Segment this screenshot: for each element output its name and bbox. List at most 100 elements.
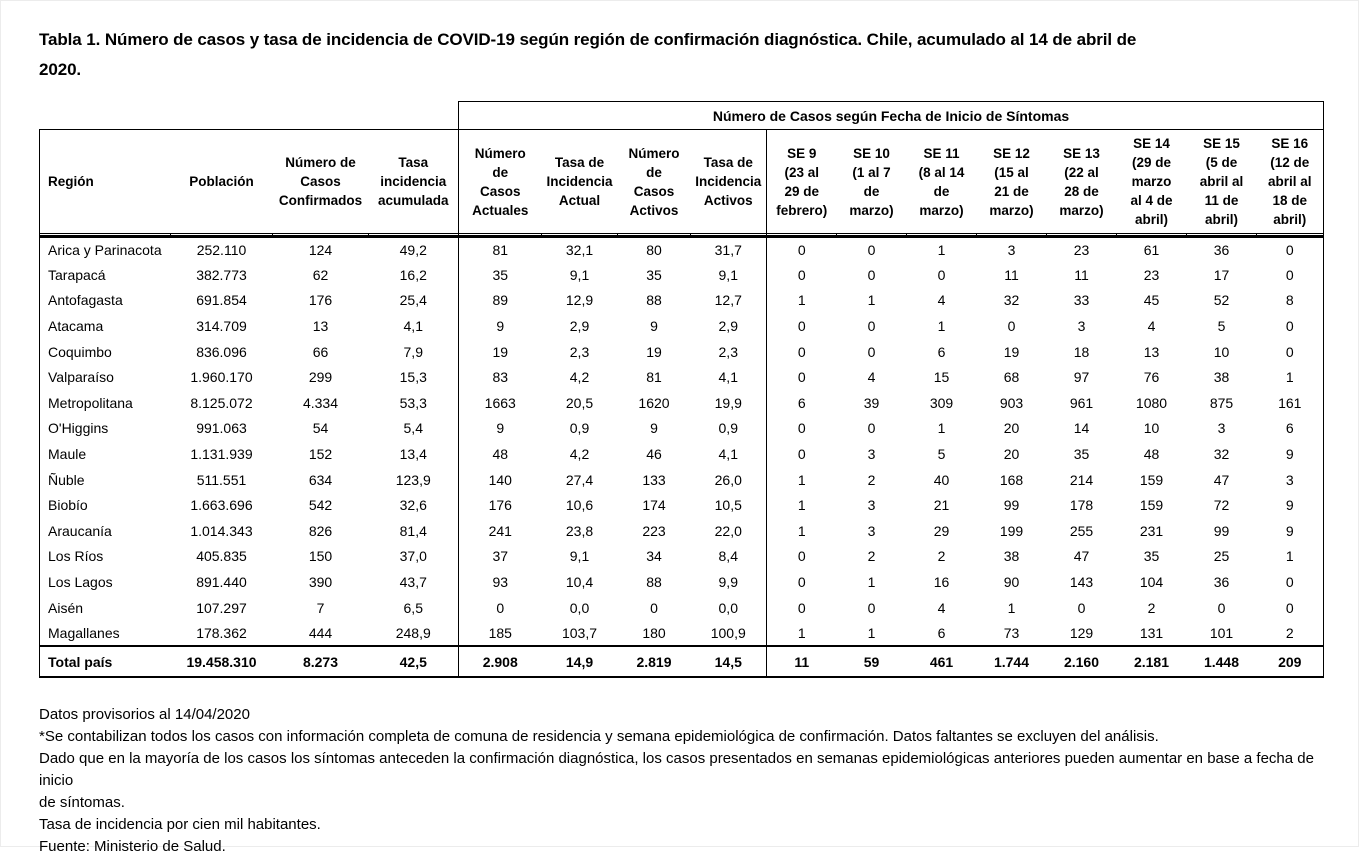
cell-tasa-incidencia-activos: 31,7 [691, 237, 767, 263]
cell-tasa-incidencia-actual: 2,9 [569, 318, 590, 335]
cell-se-16: 3 [1256, 466, 1324, 493]
table-row: Los Lagos 891.440 390 43,7 93 10,4 88 9,9 0 1 16 90… [39, 569, 1324, 595]
total-row: Total país 19.458.310 8.273 42,5 2.908 14,9 2.… [39, 645, 1324, 678]
cell-tasa-incidencia-actual: 10,4 [565, 574, 594, 591]
cell-se-10: 0 [867, 420, 876, 437]
cell-se-13: 143 [1069, 574, 1094, 591]
cell-tasa-incidencia-acumulada: 25,4 [399, 292, 427, 309]
cell-se-10: 0 [837, 237, 907, 263]
cell-tasa-incidencia-actual: 27,4 [565, 471, 594, 488]
cell-tasa-incidencia-actual: 9,1 [569, 266, 590, 283]
cell-casos-actuales: 93 [458, 569, 542, 595]
cell-se-16: 0 [1256, 236, 1324, 263]
cell-poblacion: 691.854 [196, 292, 247, 309]
cell-se-10: 3 [867, 446, 876, 463]
cell-se-16: 9 [1256, 492, 1324, 519]
cell-poblacion: 1.131.939 [190, 446, 253, 463]
cell-region: Ñuble [39, 466, 171, 493]
cell-casos-actuales: 48 [458, 441, 542, 467]
column-header-se-13: SE 13 (22 al 28 de marzo) [1046, 129, 1117, 234]
cell-se-15: 47 [1213, 471, 1230, 488]
cell-tasa-incidencia-actual: 2,3 [569, 343, 590, 360]
cell-se-14: 2 [1147, 599, 1156, 616]
cell-region: Los Lagos [39, 569, 171, 595]
cell-se-11: 4 [937, 599, 946, 616]
cell-se-16: 1 [1256, 543, 1324, 570]
group-header-row: Número de Casos según Fecha de Inicio de… [40, 101, 1324, 130]
cell-se-10: 1 [867, 292, 876, 309]
cell-se-13: 23 [1047, 237, 1117, 263]
cell-se-14: 159 [1139, 471, 1164, 488]
cell-se-12: 38 [1003, 548, 1020, 565]
cell-se-13: 14 [1073, 420, 1090, 437]
cell-se-15: 38 [1213, 369, 1230, 386]
cell-poblacion: 382.773 [196, 266, 247, 283]
cell-casos-actuales: 89 [458, 287, 542, 314]
cell-casos-confirmados: 13 [312, 318, 329, 335]
cell-region: Los Ríos [39, 543, 171, 570]
cell-se-15: 5 [1217, 318, 1226, 335]
table-row: Valparaíso 1.960.170 299 15,3 83 4,2 81 4,1 0 4 15… [39, 364, 1324, 391]
cell-se-9: 0 [766, 236, 837, 263]
cell-se-16: 0 [1256, 569, 1324, 595]
column-header-se-12: SE 12 (15 al 21 de marzo) [976, 129, 1047, 234]
cell-se-12: 99 [1003, 497, 1020, 514]
cell-tasa-incidencia-activos: 8,4 [718, 548, 738, 565]
cell-tasa-incidencia-activos: 19,9 [714, 394, 742, 411]
cell-casos-actuales: 9 [458, 415, 542, 442]
cell-tasa-incidencia-actual: 23,8 [565, 522, 594, 539]
cell-se-13: 18 [1073, 343, 1090, 360]
cell-se-14: 159 [1139, 497, 1164, 514]
cell-region: Antofagasta [39, 287, 171, 314]
cell-tasa-incidencia-actual: 4,2 [569, 369, 590, 386]
cell-se-13: 0 [1077, 599, 1086, 616]
cell-se-14: 231 [1139, 522, 1164, 539]
column-header-se-15: SE 15 (5 de abril al 11 de abril) [1186, 129, 1257, 234]
cell-se-9: 1 [766, 492, 837, 519]
cell-se-11: 16 [933, 574, 950, 591]
cell-tasa-incidencia-acumulada: 4,1 [403, 318, 423, 335]
cell-region: Araucanía [39, 518, 171, 544]
cell-se-15: 17 [1213, 266, 1230, 283]
column-header-row: Región Población Número de Casos Confirmad… [39, 129, 1324, 234]
cell-se-10: 3 [867, 522, 876, 539]
cell-region: Biobío [39, 492, 171, 519]
cell-se-15: 36 [1213, 574, 1230, 591]
cell-poblacion: 991.063 [196, 420, 247, 437]
cell-casos-actuales: 9 [458, 313, 542, 339]
column-header-se-10: SE 10 (1 al 7 de marzo) [836, 129, 907, 234]
column-header-casos-confirmados: Número de Casos Confirmados [272, 129, 369, 234]
cell-se-10: 0 [867, 343, 876, 360]
cell-casos-activos: 88 [646, 574, 662, 591]
cell-se-16: 1 [1256, 364, 1324, 391]
cell-se-16: 8 [1256, 287, 1324, 314]
cell-se-15: 72 [1213, 497, 1230, 514]
cell-tasa-incidencia-acumulada: 43,7 [399, 574, 427, 591]
cell-casos-confirmados: 54 [312, 420, 329, 437]
cell-se-9: 0 [766, 415, 837, 442]
cell-se-15: 0 [1217, 599, 1226, 616]
cell-se-16: 0 [1256, 262, 1324, 288]
column-header-region: Región [39, 129, 171, 234]
cell-casos-confirmados: 299 [308, 369, 333, 386]
column-header-tasa-incidencia-actual: Tasa de Incidencia Actual [541, 129, 618, 234]
cell-tasa-incidencia-acumulada: 37,0 [399, 548, 427, 565]
cell-tasa-incidencia-activos: 100,9 [710, 624, 746, 641]
total-cell-se-12: 1.744 [976, 645, 1047, 678]
cell-se-13: 961 [1069, 394, 1094, 411]
cell-se-12: 73 [1003, 624, 1020, 641]
column-header-tasa-incidencia-acumulada: Tasa incidencia acumulada [368, 129, 459, 234]
column-header-poblacion: Población [170, 129, 273, 234]
cell-se-14: 1080 [1135, 394, 1168, 411]
column-header-se-16: SE 16 (12 de abril al 18 de abril) [1256, 129, 1324, 234]
covid-incidence-table: Número de Casos según Fecha de Inicio de… [39, 101, 1324, 678]
cell-region: O'Higgins [39, 415, 171, 442]
cell-se-11: 1 [907, 237, 977, 263]
cell-tasa-incidencia-actual: 20,5 [565, 394, 594, 411]
cell-casos-actuales: 140 [458, 466, 542, 493]
cell-se-12: 0 [1007, 318, 1016, 335]
cell-poblacion: 252.110 [171, 237, 273, 263]
cell-casos-activos: 9 [650, 318, 658, 335]
cell-se-11: 1 [937, 420, 946, 437]
